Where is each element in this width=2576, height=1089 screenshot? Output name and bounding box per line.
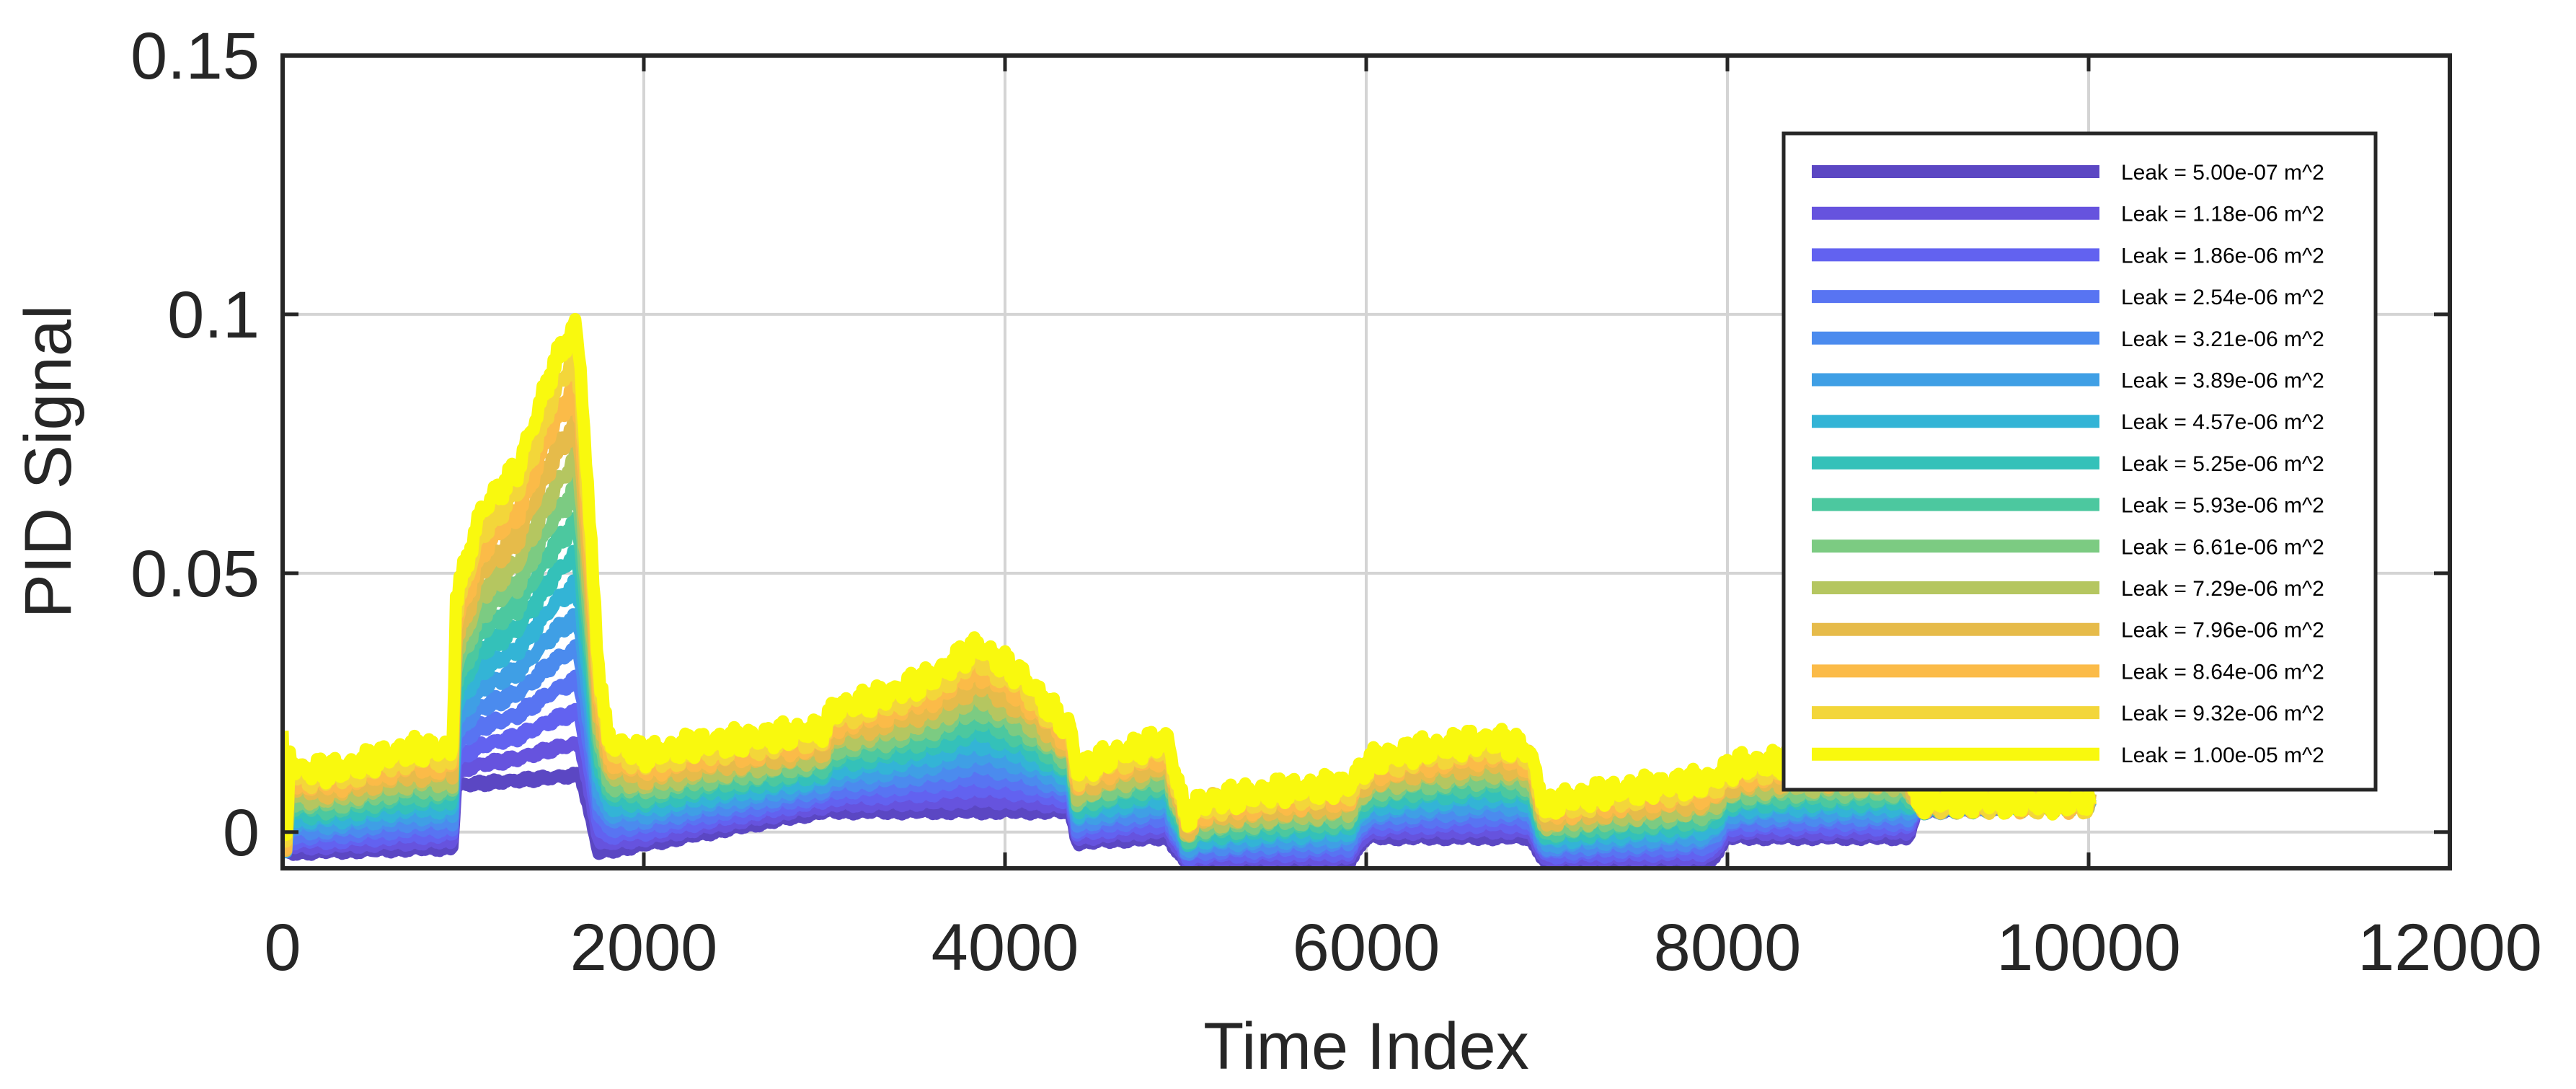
x-tick-label: 10000 [1996, 911, 2181, 984]
y-tick-label: 0.1 [167, 278, 260, 352]
y-tick-label: 0 [223, 796, 260, 870]
x-tick-labels: 0 2000 4000 6000 8000 10000 12000 [264, 911, 2542, 984]
legend-label: Leak = 5.25e-06 m^2 [2121, 452, 2324, 476]
legend-label: Leak = 7.96e-06 m^2 [2121, 619, 2324, 643]
x-tick-label: 6000 [1293, 911, 1440, 984]
legend-label: Leak = 7.29e-06 m^2 [2121, 577, 2324, 601]
legend: Leak = 5.00e-07 m^2 Leak = 1.18e-06 m^2 Le… [1781, 131, 2378, 792]
x-tick-label: 2000 [570, 911, 718, 984]
legend-label: Leak = 5.00e-07 m^2 [2121, 161, 2324, 185]
y-tick-labels: 0 0.05 0.1 0.15 [130, 19, 260, 870]
legend-label: Leak = 1.86e-06 m^2 [2121, 244, 2324, 268]
legend-label: Leak = 5.93e-06 m^2 [2121, 494, 2324, 518]
legend-label: Leak = 2.54e-06 m^2 [2121, 286, 2324, 309]
legend-label: Leak = 1.00e-05 m^2 [2121, 744, 2324, 767]
x-axis-label: Time Index [1203, 1010, 1529, 1083]
x-tick-label: 4000 [931, 911, 1079, 984]
legend-label: Leak = 3.21e-06 m^2 [2121, 327, 2324, 351]
legend-label: Leak = 1.18e-06 m^2 [2121, 203, 2324, 226]
x-tick-label: 12000 [2358, 911, 2542, 984]
legend-label: Leak = 4.57e-06 m^2 [2121, 410, 2324, 434]
y-axis-label: PID Signal [12, 305, 85, 619]
axis-ticks [280, 53, 2452, 868]
y-tick-label: 0.15 [130, 19, 260, 93]
legend-label: Leak = 3.89e-06 m^2 [2121, 369, 2324, 393]
y-tick-label: 0.05 [130, 537, 260, 611]
x-tick-label: 0 [264, 911, 301, 984]
legend-label: Leak = 6.61e-06 m^2 [2121, 535, 2324, 559]
x-tick-label: 8000 [1654, 911, 1802, 984]
legend-label: Leak = 8.64e-06 m^2 [2121, 660, 2324, 684]
legend-label: Leak = 9.32e-06 m^2 [2121, 702, 2324, 726]
